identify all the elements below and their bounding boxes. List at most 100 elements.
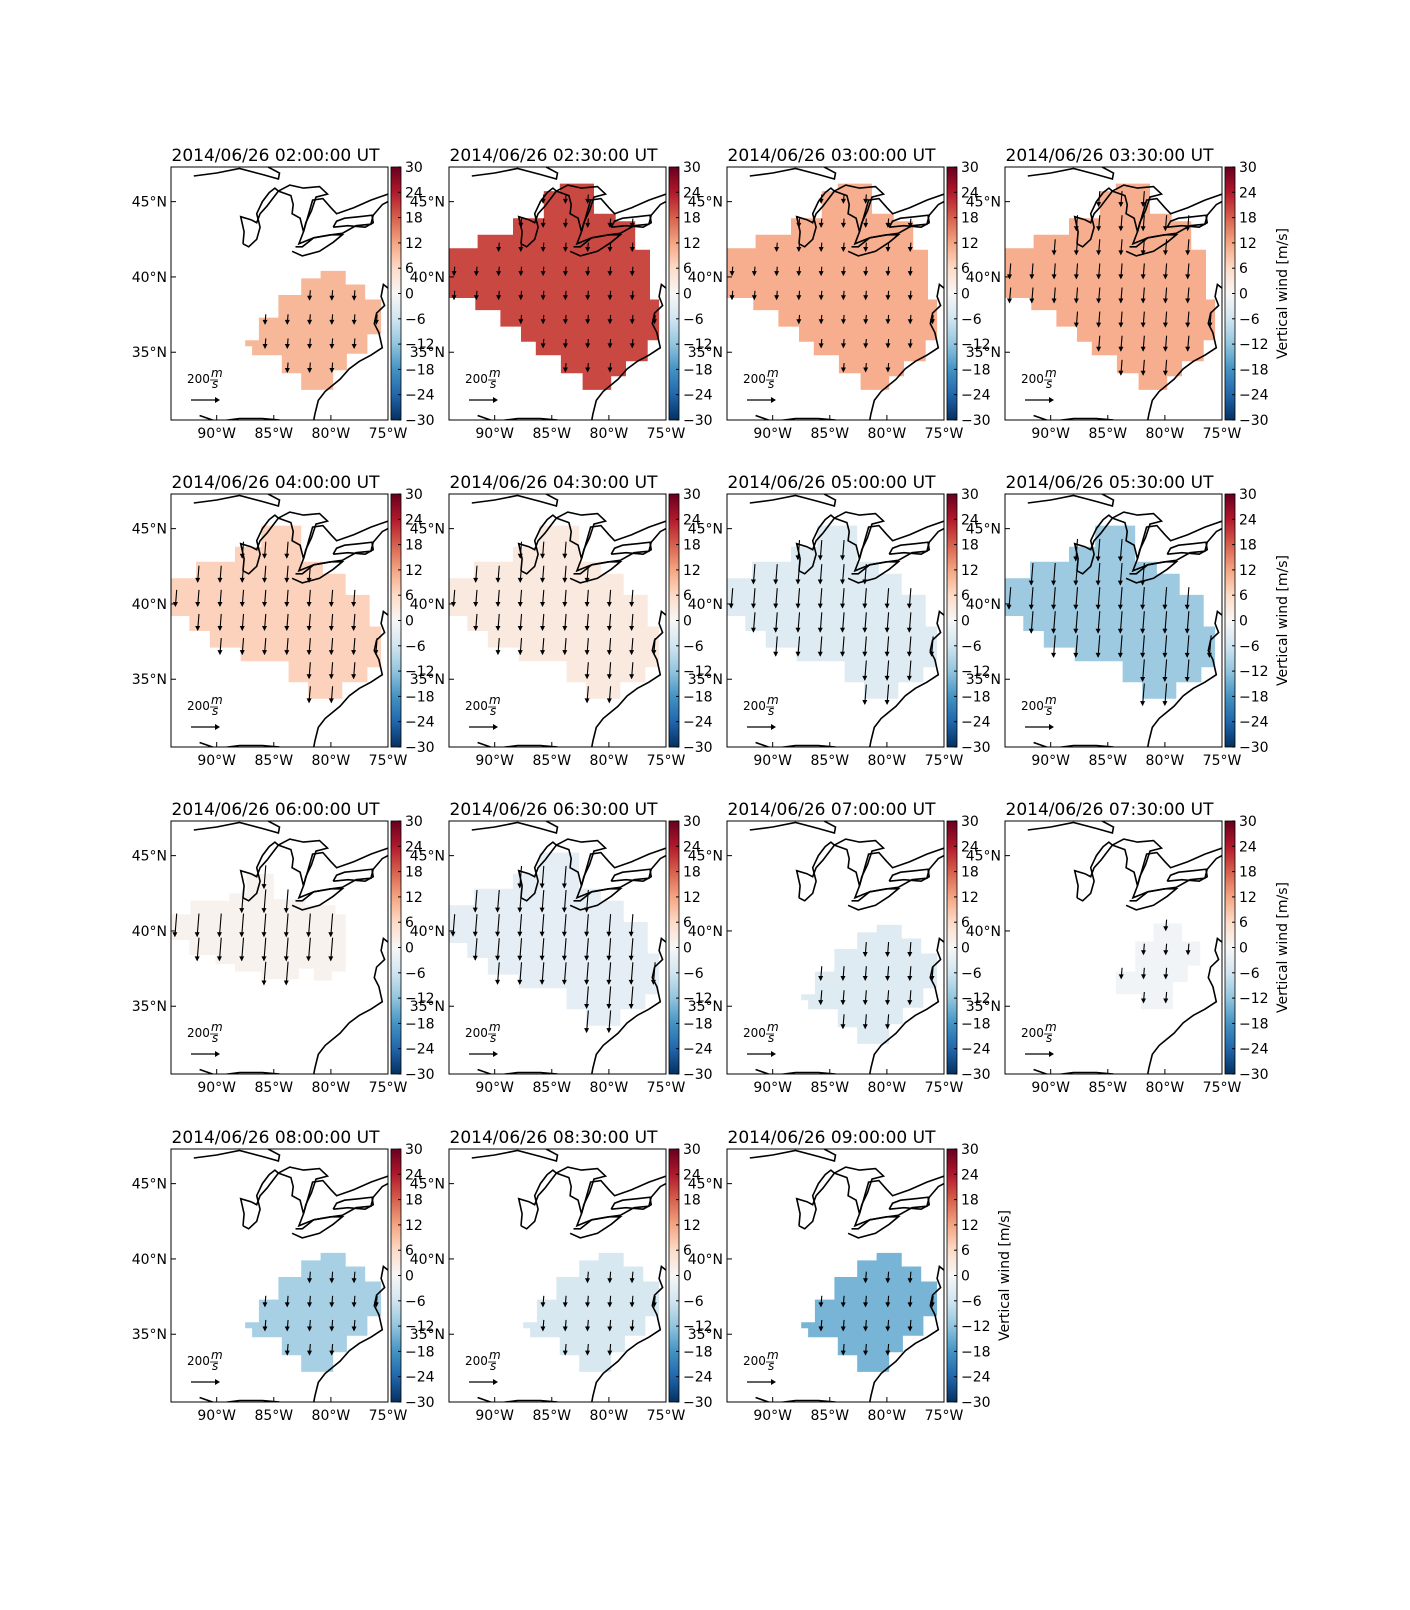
lake-outline (610, 868, 653, 883)
wind-arrowhead (585, 247, 591, 253)
wind-arrowhead (796, 295, 802, 301)
wind-arrowhead (562, 601, 568, 607)
wind-arrowhead (217, 577, 223, 583)
wind-arrowhead (1163, 950, 1169, 956)
wind-arrowhead (606, 955, 612, 961)
lon-tick-label: 85°W (254, 426, 293, 442)
wind-arrowhead (451, 271, 457, 277)
scale-unit-num: m (211, 693, 223, 707)
wind-arrowhead (1140, 274, 1146, 280)
wind-arrowhead (606, 1003, 612, 1009)
wind-arrowhead (1028, 628, 1034, 634)
colorbar-tick-label: −18 (1239, 1016, 1269, 1032)
wind-arrowhead (885, 295, 891, 301)
lat-tick-label: 40°N (132, 270, 167, 286)
wind-arrowhead (863, 247, 869, 253)
wind-arrowhead (774, 271, 780, 277)
colorbar-tick-label: −6 (1239, 966, 1260, 982)
lon-tick-label: 85°W (1088, 426, 1127, 442)
lat-tick-label: 40°N (132, 597, 167, 613)
map-frame (170, 820, 389, 1075)
scale-unit-num: m (489, 1348, 501, 1362)
lon-tick-label: 90°W (197, 1408, 236, 1424)
wind-arrowhead (328, 601, 334, 607)
scale-value: 200 (465, 1026, 488, 1040)
lat-tick-label: 45°N (410, 522, 445, 538)
coastline (569, 234, 623, 257)
wind-arrowhead (217, 601, 223, 607)
panel-title: 2014/06/26 06:30:00 UT (450, 800, 659, 820)
lon-tick-label: 80°W (590, 1080, 629, 1096)
wind-arrowhead (329, 368, 335, 374)
wind-arrowhead (750, 579, 756, 585)
lake-outline (834, 1166, 886, 1214)
wind-arrowhead (307, 343, 313, 349)
map-frame (170, 1148, 389, 1403)
wind-arrowhead (585, 271, 591, 277)
coastline (749, 1149, 837, 1163)
wind-arrowhead (607, 343, 613, 349)
coastline (1125, 560, 1179, 584)
colorbar-tick-label: −30 (683, 1067, 713, 1083)
wind-arrowhead (306, 1302, 312, 1308)
wind-arrowhead (540, 319, 546, 325)
coastline (847, 234, 901, 257)
colorbar-tick-label: 12 (683, 890, 701, 906)
lat-tick-label: 40°N (410, 597, 445, 613)
wind-arrowhead (1095, 628, 1101, 634)
lat-tick-label: 45°N (966, 522, 1001, 538)
colorbar-tick-label: −24 (961, 388, 991, 404)
wind-arrowhead (540, 626, 546, 632)
wind-arrowhead (284, 1326, 290, 1332)
lon-tick-label: 75°W (925, 1080, 964, 1096)
lon-tick-label: 75°W (925, 426, 964, 442)
wind-arrowhead (262, 343, 268, 349)
wind-arrowhead (351, 1278, 357, 1284)
wind-arrowhead (450, 601, 456, 607)
wind-arrowhead (1162, 346, 1168, 352)
colorbar-tick-label: 24 (1239, 512, 1257, 528)
wind-arrowhead (629, 1326, 635, 1332)
colorbar-tick-label: 0 (405, 941, 414, 957)
wind-arrowhead (629, 1302, 635, 1308)
scale-value: 200 (1021, 699, 1044, 713)
scale-arrowhead (1049, 1051, 1054, 1057)
lake-outline (332, 214, 375, 229)
colorbar-tick-label: −12 (1239, 991, 1269, 1007)
colorbar-label: Vertical wind [m/s] (997, 1210, 1013, 1341)
colorbar-tick-label: 6 (961, 1243, 970, 1259)
lake-outline (1112, 838, 1164, 886)
wind-arrowhead (606, 601, 612, 607)
lake-outline (332, 1196, 375, 1211)
scale-value: 200 (1021, 372, 1044, 386)
wind-arrowhead (284, 553, 290, 559)
lake-outline (556, 184, 608, 232)
wind-arrowhead (863, 343, 869, 349)
lat-tick-label: 45°N (688, 195, 723, 211)
wind-arrowhead (862, 1302, 868, 1308)
coastline (291, 887, 345, 911)
wind-arrowhead (472, 907, 478, 913)
wind-arrowhead (840, 1326, 846, 1332)
wind-arrowhead (796, 271, 802, 277)
map-area (1005, 494, 1222, 747)
colorbar-tick-label: 30 (683, 487, 701, 503)
wind-arrowhead (518, 271, 524, 277)
coastline (569, 887, 623, 911)
wind-arrowhead (329, 1302, 335, 1308)
coastline (1027, 821, 1115, 835)
wind-arrowhead (1051, 580, 1057, 586)
lake-outline (1073, 841, 1114, 902)
colorbar-tick-label: −18 (405, 1344, 435, 1360)
scale-value: 200 (187, 1354, 210, 1368)
scale-arrowhead (215, 1051, 220, 1057)
wind-arrowhead (284, 343, 290, 349)
wind-arrowhead (840, 627, 846, 633)
wind-arrowhead (606, 979, 612, 985)
panel: 2014/06/26 08:00:00 UT 45°N 40°N 35°N 90°W 85… (132, 1128, 435, 1424)
coastline (1033, 1068, 1114, 1074)
wind-arrowhead (1006, 604, 1012, 610)
lat-tick-label: 45°N (410, 849, 445, 865)
wind-arrowhead (1073, 628, 1079, 634)
scale-arrowhead (215, 397, 220, 403)
